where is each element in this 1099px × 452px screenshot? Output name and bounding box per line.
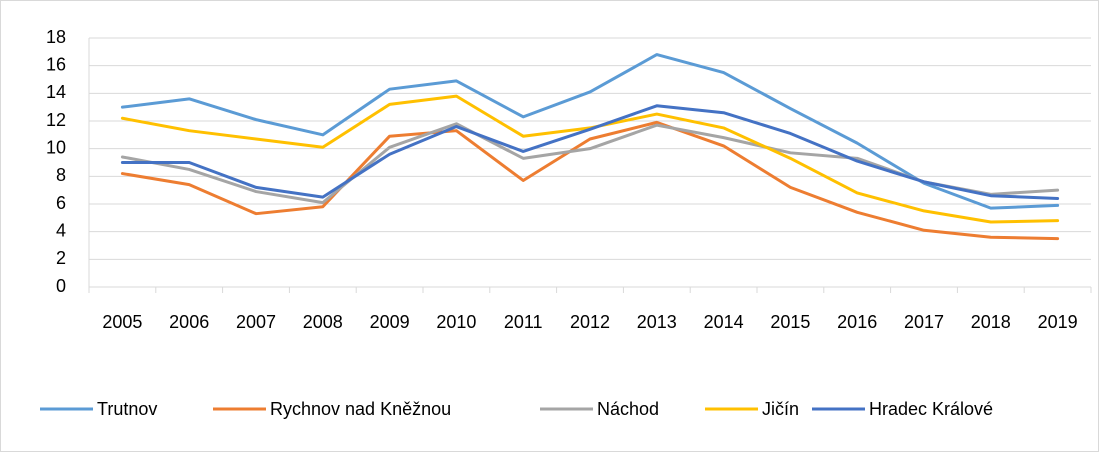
legend-label: Jičín: [762, 399, 799, 419]
legend-label: Hradec Králové: [869, 399, 993, 419]
x-tick-label: 2014: [704, 312, 744, 332]
y-tick-label: 16: [46, 54, 66, 74]
y-tick-label: 0: [56, 276, 66, 296]
x-tick-label: 2012: [570, 312, 610, 332]
x-tick-label: 2009: [370, 312, 410, 332]
series-line: [120, 120, 1060, 241]
y-tick-label: 2: [56, 248, 66, 268]
series-line: [120, 104, 1060, 200]
legend-label: Trutnov: [97, 399, 157, 419]
x-tick-label: 2008: [303, 312, 343, 332]
legend-label: Rychnov nad Kněžnou: [270, 399, 451, 419]
y-tick-label: 12: [46, 110, 66, 130]
x-tick-label: 2019: [1038, 312, 1078, 332]
y-tick-label: 8: [56, 165, 66, 185]
x-tick-label: 2007: [236, 312, 276, 332]
x-tick-label: 2015: [770, 312, 810, 332]
x-tick-label: 2018: [971, 312, 1011, 332]
x-tick-label: 2011: [504, 312, 543, 332]
y-tick-label: 14: [46, 82, 66, 102]
x-tick-label: 2006: [169, 312, 209, 332]
y-tick-label: 18: [46, 27, 66, 47]
x-tick-label: 2005: [102, 312, 142, 332]
x-tick-label: 2013: [637, 312, 677, 332]
x-tick-label: 2017: [904, 312, 944, 332]
x-tick-label: 2010: [436, 312, 476, 332]
x-tick-label: 2016: [837, 312, 877, 332]
y-tick-label: 10: [46, 137, 66, 157]
series-line: [120, 53, 1060, 210]
y-tick-label: 4: [56, 220, 66, 240]
legend-label: Náchod: [597, 399, 659, 419]
y-tick-label: 6: [56, 193, 66, 213]
